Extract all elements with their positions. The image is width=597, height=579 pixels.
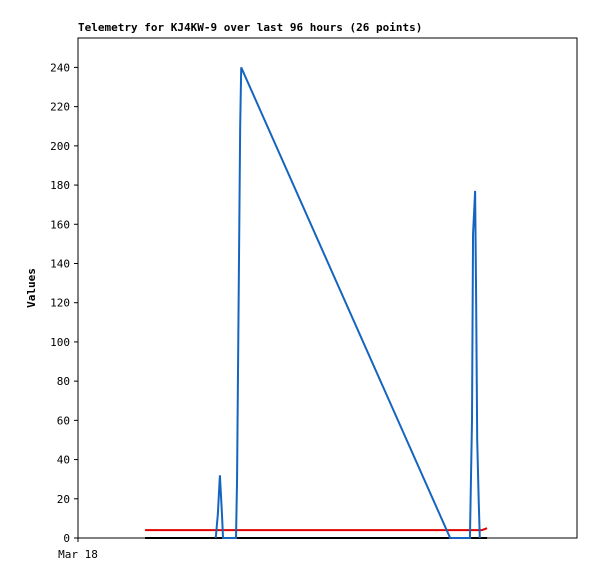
y-tick-label: 40 xyxy=(57,454,70,467)
y-tick-label: 120 xyxy=(50,297,70,310)
y-tick-label: 100 xyxy=(50,336,70,349)
y-tick-label: 220 xyxy=(50,101,70,114)
x-tick-label: Mar 18 xyxy=(58,548,98,561)
y-tick-label: 140 xyxy=(50,257,70,270)
y-tick-label: 200 xyxy=(50,140,70,153)
series-line xyxy=(214,67,481,539)
y-tick-label: 160 xyxy=(50,218,70,231)
y-tick-label: 180 xyxy=(50,179,70,192)
y-tick-label: 20 xyxy=(57,493,70,506)
y-tick-label: 80 xyxy=(57,375,70,388)
y-tick-label: 0 xyxy=(63,532,70,545)
series-line xyxy=(145,527,488,532)
chart-title: Telemetry for KJ4KW-9 over last 96 hours… xyxy=(78,21,422,34)
y-tick-label: 60 xyxy=(57,414,70,427)
y-tick-label: 240 xyxy=(50,61,70,74)
y-axis-label: Values xyxy=(25,268,38,308)
